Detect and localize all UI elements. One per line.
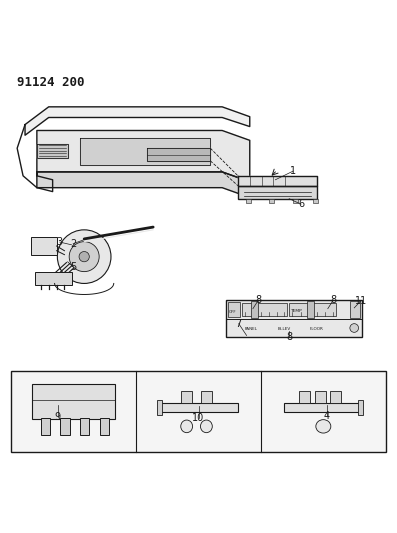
Text: 3: 3: [57, 237, 63, 247]
Polygon shape: [80, 139, 210, 165]
Bar: [159, 403, 238, 412]
Bar: [251, 301, 258, 318]
Bar: [228, 302, 240, 317]
Text: TEMP: TEMP: [290, 309, 302, 313]
Bar: [226, 300, 362, 337]
Bar: [35, 272, 72, 285]
Bar: [299, 391, 310, 403]
Text: 91124 200: 91124 200: [17, 76, 85, 89]
Bar: [350, 301, 360, 318]
Text: 8: 8: [286, 333, 292, 343]
Bar: [201, 391, 212, 403]
Bar: [40, 418, 50, 435]
Polygon shape: [37, 143, 68, 158]
Bar: [313, 199, 318, 204]
Bar: [358, 400, 363, 415]
Bar: [31, 237, 57, 255]
Bar: [238, 185, 317, 199]
Bar: [100, 418, 109, 435]
Polygon shape: [147, 148, 210, 161]
Bar: [307, 301, 314, 318]
Bar: [284, 403, 361, 412]
Text: 2: 2: [70, 239, 76, 248]
Polygon shape: [238, 176, 317, 185]
Text: 6: 6: [298, 199, 304, 209]
Circle shape: [79, 252, 89, 262]
Circle shape: [350, 324, 358, 333]
Text: 11: 11: [355, 296, 367, 306]
Bar: [80, 418, 89, 435]
Text: 1: 1: [290, 166, 296, 176]
Ellipse shape: [181, 420, 193, 433]
Polygon shape: [25, 107, 250, 135]
Text: OFF: OFF: [229, 310, 237, 314]
Bar: [289, 303, 337, 316]
Bar: [32, 384, 115, 419]
Text: 5: 5: [70, 262, 77, 272]
Text: 8: 8: [330, 295, 336, 305]
Polygon shape: [37, 131, 250, 182]
Polygon shape: [37, 172, 250, 198]
Bar: [315, 391, 326, 403]
Circle shape: [69, 241, 99, 272]
Bar: [293, 199, 298, 204]
Text: FLOOR: FLOOR: [310, 327, 324, 330]
Circle shape: [58, 230, 111, 284]
Bar: [181, 391, 192, 403]
Ellipse shape: [200, 420, 212, 433]
Bar: [60, 418, 70, 435]
Bar: [246, 199, 251, 204]
Bar: [242, 303, 287, 316]
Bar: [330, 391, 341, 403]
Text: PANEL: PANEL: [245, 327, 258, 330]
Ellipse shape: [316, 419, 331, 433]
Bar: [157, 400, 162, 415]
Bar: [270, 199, 274, 204]
Text: 8: 8: [255, 295, 262, 305]
Text: 10: 10: [193, 413, 204, 423]
Text: 9: 9: [55, 412, 61, 422]
Text: 7: 7: [235, 319, 242, 329]
Text: 4: 4: [324, 411, 330, 421]
Text: BI-LEV: BI-LEV: [278, 327, 291, 330]
Bar: [11, 371, 386, 452]
